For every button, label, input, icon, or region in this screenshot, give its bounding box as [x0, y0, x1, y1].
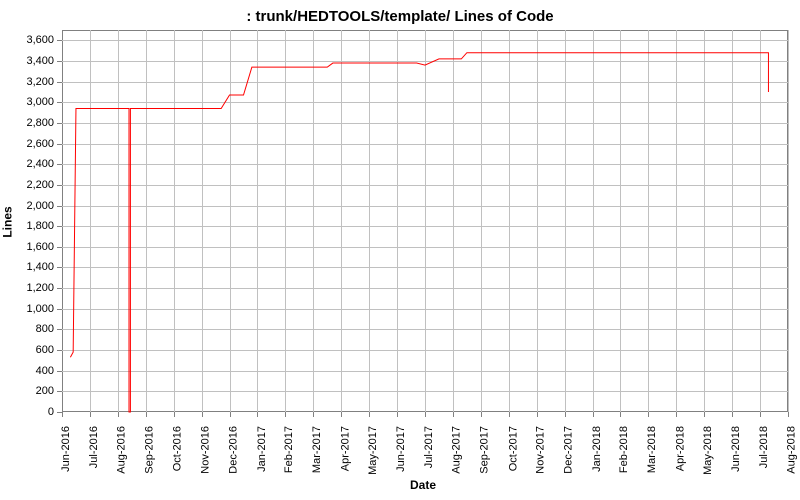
data-line [70, 53, 768, 412]
data-line-svg [0, 0, 800, 500]
chart-container: : trunk/HEDTOOLS/template/ Lines of Code… [0, 0, 800, 500]
